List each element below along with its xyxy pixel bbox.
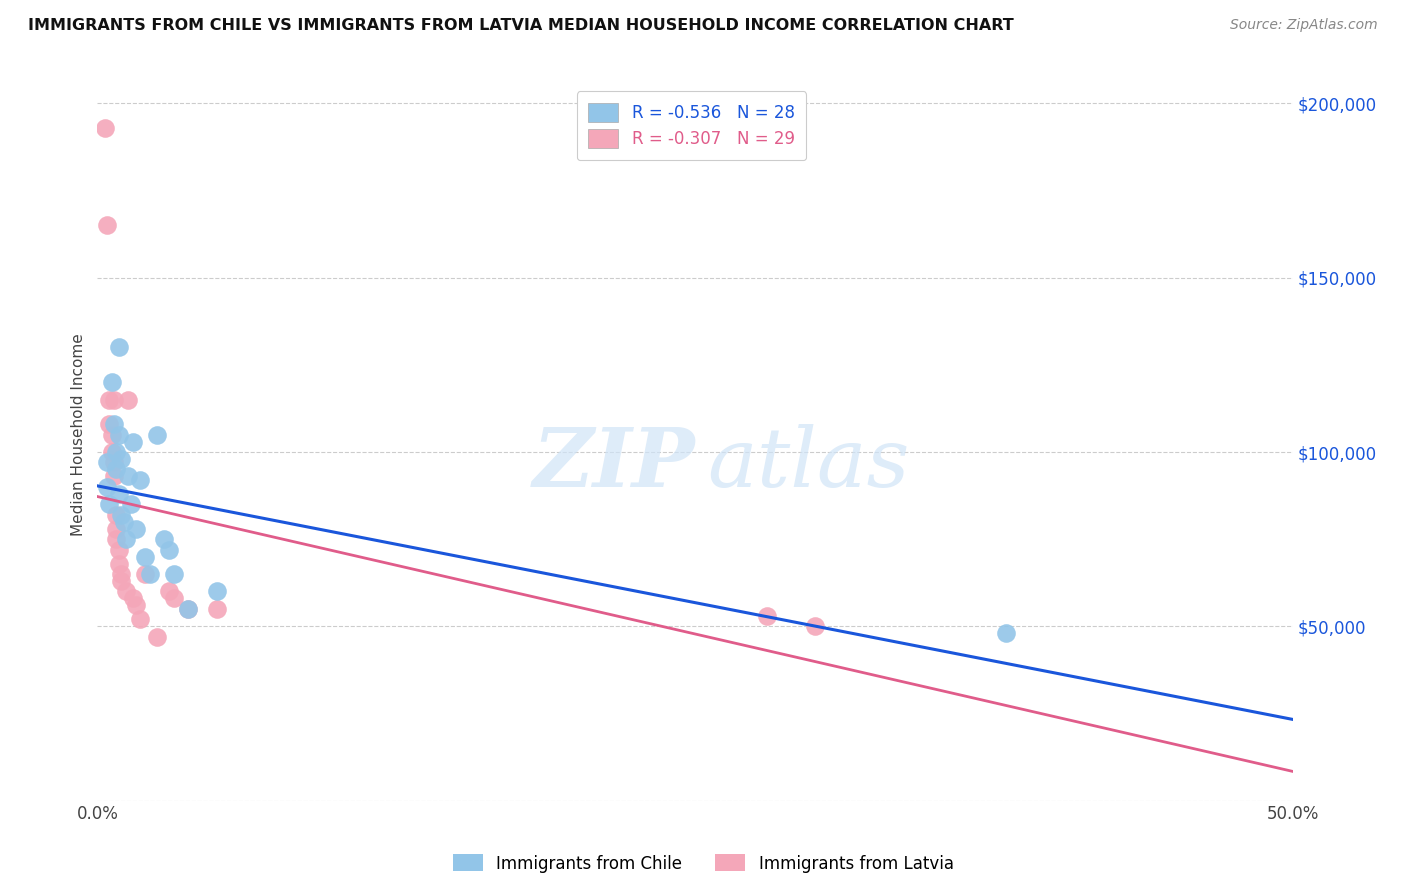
Point: [129, 473, 152, 487]
Point: [134, 567, 156, 582]
Point: [103, 455, 125, 469]
Point: [177, 602, 200, 616]
Point: [105, 462, 128, 476]
Point: [134, 549, 156, 564]
Point: [110, 567, 132, 582]
Text: Source: ZipAtlas.com: Source: ZipAtlas.com: [1230, 18, 1378, 32]
Point: [110, 452, 132, 467]
Point: [108, 542, 131, 557]
Point: [105, 508, 128, 522]
Point: [157, 584, 180, 599]
Point: [117, 392, 139, 407]
Point: [108, 427, 131, 442]
Point: [98, 497, 121, 511]
Point: [115, 584, 138, 599]
Point: [96, 455, 118, 469]
Point: [803, 619, 825, 633]
Point: [122, 434, 145, 449]
Point: [129, 612, 152, 626]
Point: [995, 626, 1018, 640]
Point: [120, 497, 142, 511]
Point: [103, 417, 125, 431]
Point: [153, 532, 176, 546]
Point: [98, 392, 121, 407]
Point: [115, 532, 138, 546]
Point: [146, 427, 169, 442]
Point: [110, 508, 132, 522]
Point: [108, 340, 131, 354]
Point: [117, 469, 139, 483]
Point: [163, 567, 186, 582]
Point: [100, 445, 122, 459]
Point: [146, 630, 169, 644]
Point: [755, 608, 778, 623]
Point: [163, 591, 186, 606]
Point: [122, 591, 145, 606]
Text: IMMIGRANTS FROM CHILE VS IMMIGRANTS FROM LATVIA MEDIAN HOUSEHOLD INCOME CORRELAT: IMMIGRANTS FROM CHILE VS IMMIGRANTS FROM…: [28, 18, 1014, 33]
Point: [103, 469, 125, 483]
Point: [105, 522, 128, 536]
Point: [100, 427, 122, 442]
Point: [98, 417, 121, 431]
Point: [96, 480, 118, 494]
Point: [108, 557, 131, 571]
Point: [110, 574, 132, 588]
Point: [103, 392, 125, 407]
Point: [177, 602, 200, 616]
Legend: R = -0.536   N = 28, R = -0.307   N = 29: R = -0.536 N = 28, R = -0.307 N = 29: [576, 92, 807, 160]
Point: [112, 515, 135, 529]
Point: [108, 487, 131, 501]
Point: [96, 219, 118, 233]
Text: atlas: atlas: [707, 424, 910, 504]
Point: [205, 602, 228, 616]
Point: [105, 445, 128, 459]
Point: [93, 120, 115, 135]
Point: [157, 542, 180, 557]
Point: [205, 584, 228, 599]
Text: ZIP: ZIP: [533, 424, 695, 504]
Point: [100, 376, 122, 390]
Y-axis label: Median Household Income: Median Household Income: [72, 334, 86, 536]
Point: [139, 567, 162, 582]
Point: [124, 522, 146, 536]
Point: [105, 532, 128, 546]
Legend: Immigrants from Chile, Immigrants from Latvia: Immigrants from Chile, Immigrants from L…: [446, 847, 960, 880]
Point: [124, 599, 146, 613]
